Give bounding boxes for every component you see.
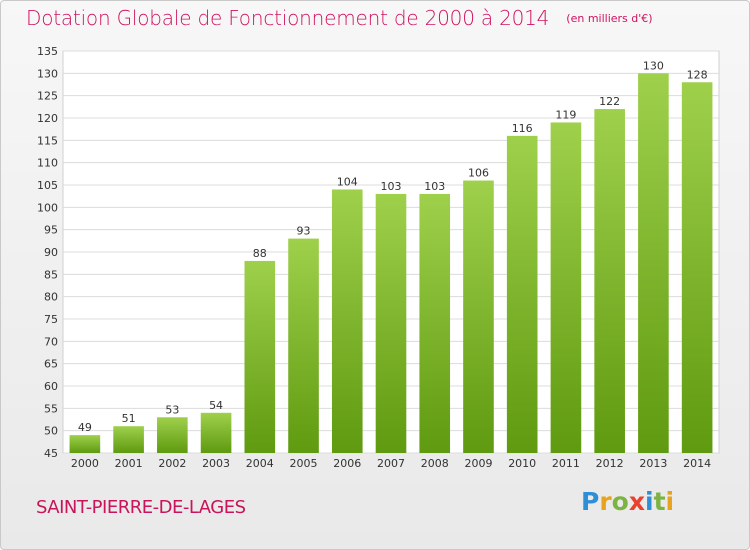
y-tick-label: 125 bbox=[37, 90, 58, 103]
x-tick-label-2014: 2014 bbox=[683, 457, 711, 470]
logo-letter: i bbox=[665, 487, 675, 516]
bar-value-label-2000: 49 bbox=[78, 421, 92, 434]
y-tick-label: 45 bbox=[44, 447, 58, 460]
logo-letter: o bbox=[611, 487, 629, 516]
bar-2003 bbox=[200, 412, 232, 453]
bar-value-label-2004: 88 bbox=[253, 247, 267, 260]
bar-2006 bbox=[331, 189, 363, 453]
y-tick-label: 75 bbox=[44, 313, 58, 326]
logo-letter: t bbox=[653, 487, 666, 516]
bar-value-label-2006: 104 bbox=[337, 175, 358, 188]
bar-2007 bbox=[375, 193, 407, 453]
y-tick-label: 105 bbox=[37, 179, 58, 192]
bar-value-label-2002: 53 bbox=[165, 403, 179, 416]
x-tick-label-2013: 2013 bbox=[639, 457, 667, 470]
bar-2012 bbox=[594, 109, 625, 454]
bar-2008 bbox=[419, 193, 451, 453]
bar-value-label-2012: 122 bbox=[599, 95, 620, 108]
x-tick-label-2004: 2004 bbox=[246, 457, 274, 470]
x-tick-label-2001: 2001 bbox=[115, 457, 143, 470]
bar-value-labels: 49 51 53 54 88 93 104 103 103 106 116 119 122 130 128 bbox=[78, 59, 708, 434]
logo-letter: i bbox=[645, 487, 654, 516]
y-axis-ticks: 45 50 55 60 65 70 75 80 85 90 95 100 105 110 115 120 125… bbox=[37, 45, 58, 460]
x-tick-label-2007: 2007 bbox=[377, 457, 405, 470]
bar-value-label-2008: 103 bbox=[424, 180, 445, 193]
commune-name: SAINT-PIERRE-DE-LAGES bbox=[36, 497, 246, 518]
bar-2014 bbox=[681, 82, 713, 454]
bar-value-label-2003: 54 bbox=[209, 399, 223, 412]
y-tick-label: 120 bbox=[37, 112, 58, 125]
x-tick-label-2012: 2012 bbox=[596, 457, 624, 470]
chart-title: Dotation Globale de Fonctionnement de 20… bbox=[26, 6, 550, 30]
bar-2004 bbox=[244, 260, 276, 453]
logo-letter: x bbox=[628, 487, 645, 516]
y-tick-label: 100 bbox=[37, 201, 58, 214]
y-tick-label: 90 bbox=[44, 246, 58, 259]
bars bbox=[69, 73, 713, 454]
y-tick-label: 135 bbox=[37, 45, 58, 58]
y-tick-label: 55 bbox=[44, 402, 58, 415]
bar-2000 bbox=[69, 435, 101, 453]
bar-2011 bbox=[550, 122, 582, 453]
x-tick-label-2009: 2009 bbox=[464, 457, 492, 470]
y-tick-label: 85 bbox=[44, 268, 58, 281]
bar-value-label-2014: 128 bbox=[687, 68, 708, 81]
y-tick-label: 110 bbox=[37, 157, 58, 170]
y-tick-label: 130 bbox=[37, 67, 58, 80]
bar-2010 bbox=[506, 135, 538, 453]
x-tick-label-2002: 2002 bbox=[158, 457, 186, 470]
x-tick-label-2006: 2006 bbox=[333, 457, 361, 470]
x-tick-label-2003: 2003 bbox=[202, 457, 230, 470]
chart-title-row: Dotation Globale de Fonctionnement de 20… bbox=[26, 6, 653, 30]
bar-value-label-2005: 93 bbox=[297, 225, 311, 238]
y-tick-label: 80 bbox=[44, 291, 58, 304]
bar-2001 bbox=[113, 426, 144, 453]
bar-value-label-2001: 51 bbox=[122, 412, 136, 425]
y-tick-label: 65 bbox=[44, 358, 58, 371]
y-tick-label: 95 bbox=[44, 224, 58, 237]
bar-value-label-2013: 130 bbox=[643, 59, 664, 72]
logo-letter: P bbox=[581, 487, 600, 516]
y-tick-label: 50 bbox=[44, 425, 58, 438]
bar-value-label-2010: 116 bbox=[512, 122, 533, 135]
bar-2013 bbox=[638, 73, 669, 453]
bar-2009 bbox=[463, 180, 494, 454]
x-axis-ticks: 2000 2001 2002 2003 2004 2005 2006 2007 2008 2009… bbox=[71, 457, 711, 470]
bar-value-label-2011: 119 bbox=[555, 108, 576, 121]
bar-value-label-2007: 103 bbox=[381, 180, 402, 193]
bar-value-label-2009: 106 bbox=[468, 167, 489, 180]
y-tick-label: 60 bbox=[44, 380, 58, 393]
proxiti-logo: Proxiti bbox=[581, 487, 691, 527]
x-tick-label-2000: 2000 bbox=[71, 457, 99, 470]
y-tick-label: 70 bbox=[44, 335, 58, 348]
logo-letter: r bbox=[599, 487, 612, 516]
chart-unit-note: (en milliers d'€) bbox=[566, 12, 653, 25]
bar-2002 bbox=[157, 417, 188, 453]
x-tick-label-2011: 2011 bbox=[552, 457, 580, 470]
x-tick-label-2008: 2008 bbox=[421, 457, 449, 470]
bar-2005 bbox=[288, 238, 319, 453]
x-tick-label-2005: 2005 bbox=[290, 457, 318, 470]
x-tick-label-2010: 2010 bbox=[508, 457, 536, 470]
y-tick-label: 115 bbox=[37, 134, 58, 147]
